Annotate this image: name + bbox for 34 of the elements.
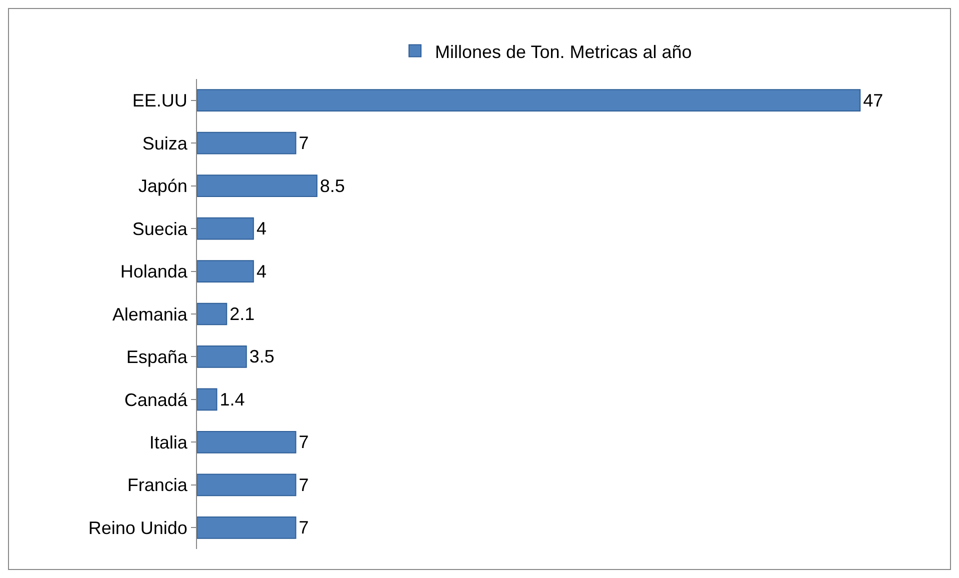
bar	[197, 431, 296, 454]
data-label: 2.1	[230, 304, 255, 324]
bar	[197, 474, 296, 496]
data-label: 3.5	[249, 346, 274, 367]
y-tick-label: Italia	[149, 432, 188, 452]
data-label: 7	[298, 133, 309, 154]
y-tick-label: Alemania	[112, 304, 188, 324]
data-label: 7	[298, 432, 309, 452]
bar	[197, 346, 247, 368]
data-label: 4	[256, 218, 266, 239]
y-tick-label: Francia	[127, 475, 188, 496]
y-tick-label: Suecia	[132, 218, 188, 239]
data-label: 8.5	[320, 176, 345, 196]
bar	[197, 302, 228, 326]
data-label: 4	[256, 261, 266, 282]
y-tick-label: Suiza	[142, 133, 188, 154]
legend-label: Millones de Ton. Metricas al año	[435, 42, 692, 62]
data-label: 7	[298, 474, 309, 495]
data-label: 7	[298, 518, 309, 538]
bar	[197, 516, 296, 539]
y-tick-label: Reino Unido	[88, 518, 188, 538]
bar	[197, 217, 254, 240]
data-label: 47	[863, 90, 884, 110]
y-tick-label: España	[126, 347, 188, 368]
bar	[197, 388, 218, 411]
bar	[197, 89, 861, 112]
y-tick-label: Japón	[138, 176, 188, 196]
bar	[197, 174, 318, 197]
y-tick-label: Canadá	[124, 390, 188, 410]
bar	[197, 260, 254, 282]
y-tick-label: Holanda	[120, 262, 188, 282]
data-label: 1.4	[220, 389, 245, 410]
bar	[197, 132, 296, 154]
y-tick-label: EE.UU	[132, 90, 188, 111]
